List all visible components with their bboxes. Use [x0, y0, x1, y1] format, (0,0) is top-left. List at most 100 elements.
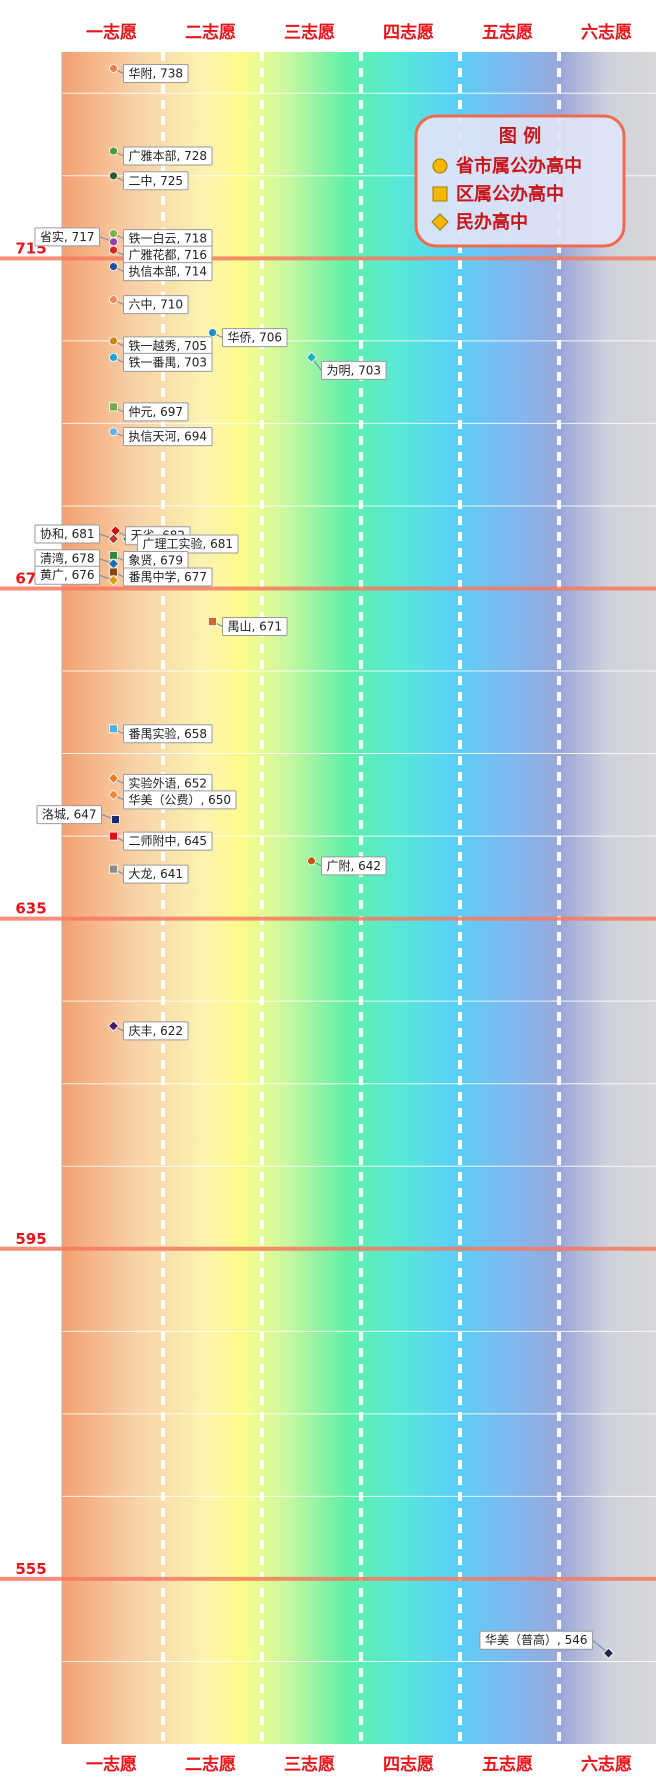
data-label-二师附中: 二师附中, 645: [129, 833, 208, 848]
marker-大龙: [109, 864, 118, 874]
legend-label: 省市属公办高中: [455, 155, 582, 177]
data-label-铁一越秀: 铁一越秀, 705: [129, 339, 208, 353]
column-label-top: 五志愿: [482, 22, 533, 43]
column-label-top: 六志愿: [581, 22, 632, 43]
label-box-二师附中: [123, 831, 213, 851]
y-tick-label: 635: [15, 900, 46, 918]
data-label-省实: 省实, 717: [40, 229, 95, 244]
column-label-bottom: 三志愿: [284, 1754, 335, 1775]
data-label-铁一番禺: 铁一番禺, 703: [129, 355, 208, 369]
column-label-top: 三志愿: [284, 22, 335, 43]
data-labels: 华附, 738 广雅本部, 728 二中, 725 铁一白云, 718 省实, 717 广…: [34, 64, 593, 1650]
label-box-二中: [123, 171, 189, 191]
data-label-黄广: 黄广, 676: [40, 568, 95, 582]
label-box-广附: [321, 856, 387, 876]
column-label-top: 二志愿: [185, 22, 236, 43]
column-labels-bottom: 一志愿 二志愿 三志愿 四志愿 五志愿 六志愿: [86, 1754, 632, 1775]
label-box-省实: [34, 227, 100, 247]
data-label-洛城: 洛城, 647: [42, 807, 97, 822]
data-label-广理工实验: 广理工实验, 681: [143, 536, 234, 551]
data-label-为明: 为明, 703: [327, 363, 382, 377]
data-label-二中: 二中, 725: [129, 173, 184, 188]
legend-box: [414, 114, 626, 248]
label-box-黄广: [34, 565, 100, 585]
data-label-象贤: 象贤, 679: [129, 553, 184, 567]
label-box-番禺实验: [123, 724, 213, 744]
marker-执信天河: [109, 427, 118, 437]
data-label-清湾: 清湾, 678: [40, 551, 95, 566]
marker-铁一白云: [109, 229, 118, 238]
label-box-庆丰: [123, 1021, 189, 1041]
label-box-协和: [34, 524, 100, 544]
label-box-六中: [123, 295, 189, 315]
legend-marker-circle: [432, 158, 448, 174]
data-label-仲元: 仲元, 697: [129, 405, 184, 419]
data-label-庆丰: 庆丰, 622: [129, 1024, 184, 1038]
column-labels-top: 一志愿 二志愿 三志愿 四志愿 五志愿 六志愿: [86, 22, 632, 43]
column-label-bottom: 四志愿: [383, 1754, 434, 1775]
marker-执信本部: [109, 262, 118, 271]
data-label-铁一白云: 铁一白云, 718: [129, 231, 208, 246]
label-box-仲元: [123, 402, 189, 422]
column-label-top: 四志愿: [383, 22, 434, 43]
data-label-执信天河: 执信天河, 694: [129, 430, 208, 444]
label-box-洛城: [36, 805, 102, 825]
column-label-bottom: 二志愿: [185, 1754, 236, 1775]
data-label-华美（公费）: 华美（公费）, 650: [129, 793, 232, 807]
marker-庆丰: [107, 1020, 120, 1032]
marker-六中: [109, 295, 118, 305]
label-box-执信本部: [123, 262, 213, 282]
column-label-bottom: 六志愿: [581, 1754, 632, 1775]
legend-marker-square: [432, 186, 448, 202]
marker-铁一越秀: [109, 336, 118, 346]
marker-广雅本部: [109, 146, 118, 156]
data-label-大龙: 大龙, 641: [129, 867, 184, 881]
data-label-执信本部: 执信本部, 714: [129, 264, 208, 279]
legend-label: 区属公办高中: [456, 183, 564, 205]
data-label-华美（普高）: 华美（普高）, 546: [485, 1632, 588, 1647]
marker-华美（公费）: [107, 789, 120, 801]
label-box-华附: [123, 64, 189, 84]
data-label-实验外语: 实验外语, 652: [129, 775, 208, 790]
marker-禺山: [208, 617, 217, 626]
label-box-大龙: [123, 864, 189, 884]
column-label-bottom: 五志愿: [482, 1754, 533, 1775]
data-label-华侨: 华侨, 706: [228, 331, 283, 345]
data-label-华附: 华附, 738: [129, 67, 184, 81]
marker-华侨: [208, 328, 217, 338]
data-label-禺山: 禺山, 671: [228, 620, 283, 634]
label-box-广雅本部: [123, 146, 213, 166]
legend-marker-diamond: [431, 213, 449, 231]
marker-协和: [107, 533, 120, 545]
marker-为明: [305, 351, 318, 363]
marker-番禺实验: [109, 724, 118, 734]
marker-省实: [109, 237, 118, 247]
label-box-华美（普高）: [479, 1630, 593, 1650]
label-box-华美（公费）: [123, 790, 237, 810]
legend-label: 民办高中: [456, 211, 528, 233]
column-label-bottom: 一志愿: [86, 1754, 137, 1775]
data-label-广附: 广附, 642: [327, 859, 382, 873]
marker-广雅花都: [109, 245, 118, 255]
label-box-铁一番禺: [123, 352, 213, 372]
y-tick-label: 595: [15, 1230, 46, 1248]
marker-实验外语: [107, 772, 120, 784]
marker-洛城: [111, 815, 120, 824]
label-box-执信天河: [123, 427, 213, 447]
marker-铁一番禺: [109, 352, 118, 362]
y-tick-label: 555: [15, 1560, 46, 1578]
legend-title: 图 例: [499, 125, 541, 147]
label-box-禺山: [222, 617, 288, 637]
score-reference-lines: [0, 256, 656, 1581]
data-label-广雅本部: 广雅本部, 728: [129, 148, 208, 163]
marker-二中: [109, 171, 118, 181]
data-label-广雅花都: 广雅花都, 716: [129, 247, 208, 262]
marker-广附: [307, 856, 316, 866]
data-label-六中: 六中, 710: [129, 297, 184, 312]
data-label-协和: 协和, 681: [40, 526, 95, 541]
marker-华美（普高）: [602, 1647, 615, 1659]
marker-黄广: [107, 574, 120, 586]
